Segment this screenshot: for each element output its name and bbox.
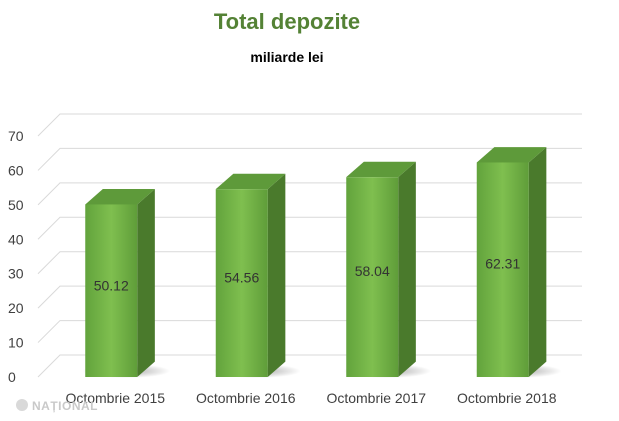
watermark-logo: NAȚIONAL xyxy=(16,399,98,413)
category-label: Octombrie 2017 xyxy=(326,390,426,406)
data-label: 62.31 xyxy=(485,255,520,271)
bar-side xyxy=(528,147,547,377)
bar: 62.31 xyxy=(473,147,562,378)
data-label: 58.04 xyxy=(355,263,390,279)
chart-subtitle: miliarde lei xyxy=(250,49,323,65)
category-label: Octombrie 2015 xyxy=(65,390,165,406)
bar-side xyxy=(398,161,416,377)
y-tick-label: 70 xyxy=(8,128,24,144)
bar-top xyxy=(346,161,416,178)
y-tick-label: 30 xyxy=(8,266,24,282)
watermark-flag-icon xyxy=(16,399,28,411)
bars: 50.12 54.56 58.04 62.31 xyxy=(82,147,562,378)
bar-front xyxy=(476,162,529,377)
y-tick-label: 60 xyxy=(8,162,24,178)
chart-title: Total depozite xyxy=(214,9,360,34)
bar-front xyxy=(215,189,268,377)
y-tick-label: 0 xyxy=(8,369,16,385)
category-labels: Octombrie 2015 Octombrie 2016 Octombrie 20… xyxy=(65,390,556,406)
category-label: Octombrie 2018 xyxy=(457,390,557,406)
y-axis-ticks: 0 10 20 30 40 50 60 70 xyxy=(8,128,24,385)
category-label: Octombrie 2016 xyxy=(196,390,296,406)
bar-side xyxy=(267,173,286,377)
bar-side xyxy=(137,189,155,377)
bar-top xyxy=(85,189,155,205)
bar-top xyxy=(215,173,286,190)
watermark-text: NAȚIONAL xyxy=(32,399,98,413)
data-label: 50.12 xyxy=(94,278,129,294)
gridlines xyxy=(37,113,582,378)
bar: 54.56 xyxy=(212,173,301,378)
bar-front xyxy=(346,177,399,377)
gridline xyxy=(37,147,582,171)
gridline xyxy=(37,113,582,137)
bar: 50.12 xyxy=(82,189,171,378)
data-label: 54.56 xyxy=(224,269,259,285)
bar-top xyxy=(476,147,547,163)
y-tick-label: 40 xyxy=(8,231,24,247)
y-tick-label: 20 xyxy=(8,300,24,316)
bar-front xyxy=(85,204,138,377)
bar: 58.04 xyxy=(343,161,432,378)
y-tick-label: 10 xyxy=(8,335,24,351)
y-tick-label: 50 xyxy=(8,197,24,213)
